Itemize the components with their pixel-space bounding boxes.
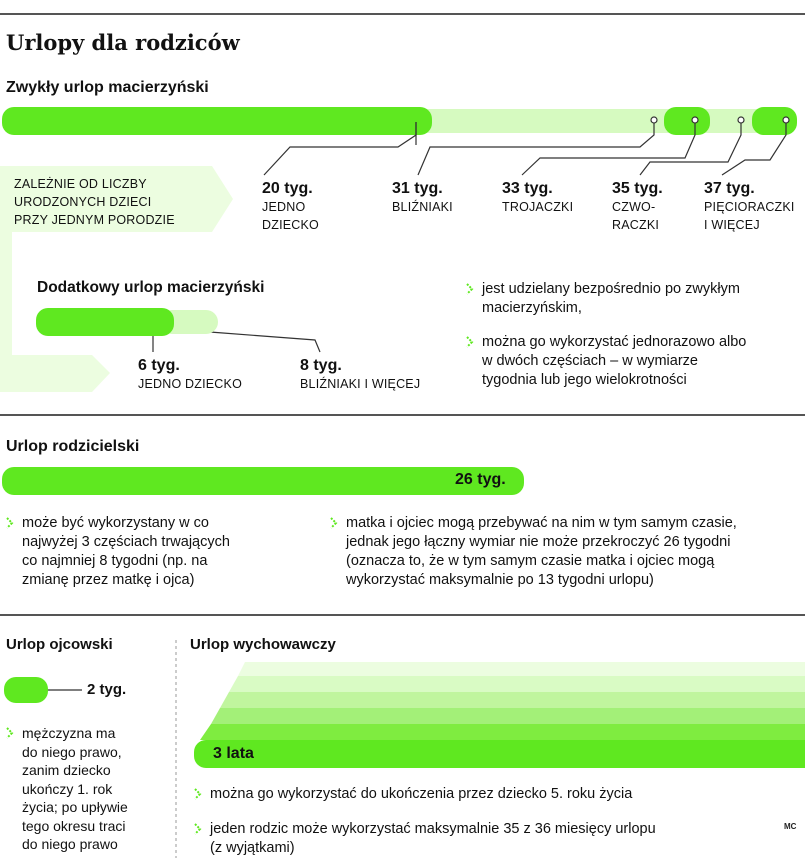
option-37: 37 tyg. PIĘCIORACZKI I WIĘCEJ (704, 180, 795, 234)
option-weeks: 33 tyg. (502, 180, 553, 197)
option-desc: BLIŹNIAKI (392, 200, 453, 214)
option-35: 35 tyg. CZWO- RACZKI (612, 180, 663, 234)
bullet-line: co najmniej 8 tygodni (np. na (22, 553, 208, 569)
bullet-icon (194, 823, 202, 835)
bullet-line: zmianę przez matkę i ojca) (22, 572, 195, 588)
bullet-line: tygodnia lub jego wielokrotności (482, 372, 687, 388)
option-desc: BLIŹNIAKI I WIĘCEJ (300, 377, 421, 391)
rule-3 (0, 614, 805, 616)
option-31: 31 tyg. BLIŹNIAKI (392, 180, 453, 216)
bullet-line: macierzyńskim, (482, 300, 582, 316)
top-rule (0, 13, 805, 15)
additional-heading: Dodatkowy urlop macierzyński (37, 279, 265, 296)
additional-bar-6 (36, 308, 174, 336)
option-desc: PIĘCIORACZKI (704, 200, 795, 214)
bullet-line: jeden rodzic może wykorzystać maksymalni… (210, 821, 656, 837)
bullet-line: jest udzielany bezpośrednio po zwykłym (482, 281, 740, 297)
bullet-icon (330, 517, 338, 529)
additional-option-8: 8 tyg. BLIŹNIAKI I WIĘCEJ (300, 357, 420, 393)
maternity-light-bar (410, 109, 794, 133)
bullet-line: życia; po upływie (22, 799, 128, 815)
bullet-line: wykorzystać maksymalnie po 13 tygodni ur… (346, 572, 654, 588)
bullet-line: ukończy 1. rok (22, 780, 113, 797)
additional-option-6: 6 tyg. JEDNO DZIECKO (138, 357, 242, 393)
box-line-2: URODZONYCH DZIECI (14, 195, 152, 209)
childcare-duration: 3 lata (213, 745, 254, 762)
box-line-1: ZALEŻNIE OD LICZBY (14, 177, 147, 191)
bullet-icon (194, 788, 202, 800)
parental-bullet-2: matka i ojciec mogą przebywać na nim w t… (330, 514, 805, 590)
parental-weeks: 26 tyg. (455, 471, 506, 488)
parental-bullet-1: może być wykorzystany w co najwyżej 3 cz… (6, 514, 322, 590)
bullet-line: matka i ojciec mogą przebywać na nim w t… (346, 515, 737, 531)
maternity-bar-20 (2, 107, 432, 135)
bullet-line: do niego prawo, (22, 743, 122, 760)
option-desc: JEDNO (262, 200, 306, 214)
page-title: Urlopy dla rodziców (6, 30, 240, 55)
childcare-bullet-2: jeden rodzic może wykorzystać maksymalni… (194, 820, 790, 858)
bullet-line: mężczyzna ma (22, 725, 116, 741)
credit: MC (784, 822, 797, 831)
bullet-line: można go wykorzystać jednorazowo albo (482, 334, 747, 350)
box-line-3: PRZY JEDNYM PORODZIE (14, 213, 175, 227)
childcare-bullet-1: można go wykorzystać do ukończenia przez… (194, 785, 805, 804)
rule-2 (0, 414, 805, 416)
parental-heading: Urlop rodzicielski (6, 438, 140, 455)
option-desc: RACZKI (612, 218, 660, 232)
bullet-line: w dwóch częściach – w wymiarze (482, 353, 698, 369)
parental-bar (2, 467, 524, 495)
option-desc: JEDNO DZIECKO (138, 377, 242, 391)
option-20: 20 tyg. JEDNO DZIECKO (262, 180, 319, 234)
option-33: 33 tyg. TROJACZKI (502, 180, 573, 216)
maternity-bar-37 (752, 107, 797, 135)
childcare-heading: Urlop wychowawczy (190, 636, 336, 653)
paternity-bar (4, 677, 48, 703)
bullet-icon (466, 336, 474, 348)
bullet-line: (z wyjątkami) (210, 840, 295, 856)
option-weeks: 20 tyg. (262, 180, 313, 197)
maternity-bar-35 (664, 107, 710, 135)
option-weeks: 37 tyg. (704, 180, 755, 197)
bullet-icon (6, 517, 14, 529)
bullet-line: do niego prawo (22, 836, 118, 852)
option-desc: I WIĘCEJ (704, 218, 760, 232)
bullet-line: jednak jego łączny wymiar nie może przek… (346, 534, 731, 550)
maternity-box-label: ZALEŻNIE OD LICZBY URODZONYCH DZIECI PRZ… (14, 175, 214, 229)
option-desc: TROJACZKI (502, 200, 574, 214)
paternity-weeks: 2 tyg. (87, 681, 127, 698)
bullet-line: można go wykorzystać do ukończenia przez… (210, 786, 633, 802)
bullet-line: zanim dziecko (22, 762, 111, 778)
bullet-icon (6, 727, 14, 739)
maternity-heading: Zwykły urlop macierzyński (6, 79, 209, 96)
option-weeks: 8 tyg. (300, 357, 342, 374)
option-desc: CZWO- (612, 200, 656, 214)
option-weeks: 31 tyg. (392, 180, 443, 197)
option-desc: DZIECKO (262, 218, 319, 232)
bullet-line: może być wykorzystany w co (22, 515, 209, 531)
bullet-line: tego okresu traci (22, 817, 126, 834)
bullet-icon (466, 283, 474, 295)
option-weeks: 35 tyg. (612, 180, 663, 197)
bullet-line: (oznacza to, że w tym samym czasie matka… (346, 553, 715, 569)
additional-bullet-2: można go wykorzystać jednorazowo albo w … (466, 333, 805, 390)
bullet-line: najwyżej 3 częściach trwających (22, 534, 230, 550)
paternity-bullet: mężczyzna ma do niego prawo, zanim dziec… (6, 724, 182, 854)
childcare-bar (194, 740, 805, 768)
option-weeks: 6 tyg. (138, 357, 180, 374)
additional-bullet-1: jest udzielany bezpośrednio po zwykłym m… (466, 280, 805, 318)
paternity-heading: Urlop ojcowski (6, 636, 113, 653)
